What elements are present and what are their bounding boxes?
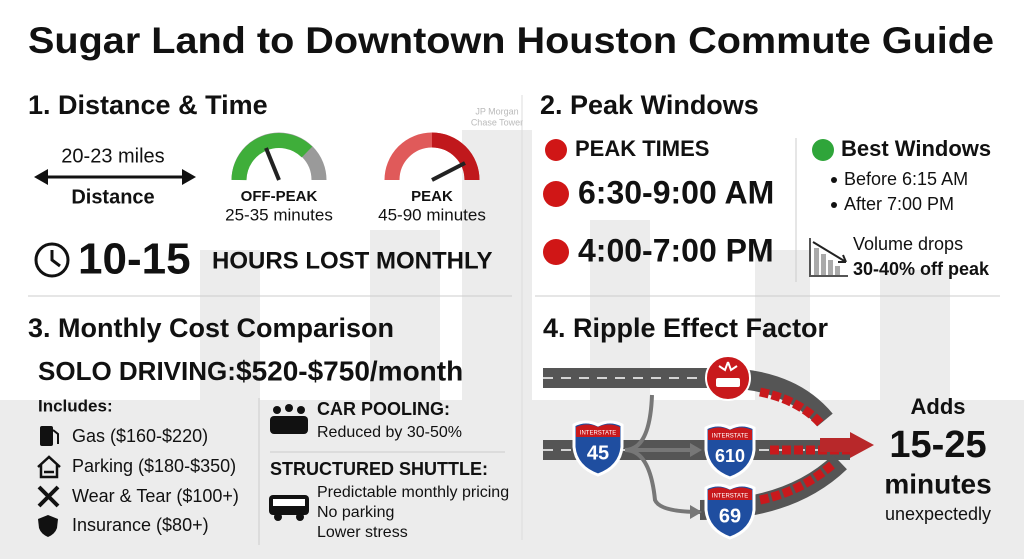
clock-icon	[34, 242, 70, 278]
section-heading: 4. Ripple Effect Factor	[543, 313, 829, 343]
bus-icon	[269, 495, 309, 521]
solo-label: SOLO DRIVING:	[38, 356, 236, 386]
volume-icon	[809, 238, 848, 277]
includes-label: Includes:	[38, 396, 113, 415]
peak-time: 4:00-7:00 PM	[578, 232, 774, 268]
building-label: JP Morgan	[475, 106, 518, 116]
shield-number: 69	[719, 505, 741, 527]
section-heading: 1. Distance & Time	[28, 90, 268, 120]
icon-shape	[270, 416, 308, 434]
shield-top: INTERSTATE	[712, 434, 748, 440]
cost-item: Parking ($180-$350)	[72, 456, 236, 476]
distance-value: 20-23 miles	[61, 145, 164, 167]
carpool-icon	[270, 404, 308, 434]
shield-band	[576, 424, 620, 437]
crash-icon	[705, 355, 751, 401]
off-peak-gauge	[231, 132, 327, 181]
gauge-label: PEAK	[411, 188, 453, 205]
clock-hands	[50, 250, 61, 268]
congestion-arrow	[820, 432, 874, 458]
adds-unit: minutes	[884, 468, 991, 499]
solo-value: $520-$750/month	[236, 355, 463, 386]
gauge-time: 25-35 minutes	[225, 205, 333, 224]
adds-text: Adds	[911, 394, 966, 419]
shield-icon	[38, 515, 58, 537]
icon-bar	[821, 254, 826, 275]
shuttle-label: STRUCTURED SHUTTLE:	[270, 459, 488, 479]
interstate-shield: INTERSTATE 69	[704, 483, 756, 540]
peak-label: PEAK TIMES	[575, 136, 709, 161]
arrowheads	[690, 443, 702, 519]
shield-number: 610	[715, 446, 745, 466]
icon-shape	[297, 406, 305, 414]
icon-trend	[812, 241, 847, 263]
carpool-text: Reduced by 30-50%	[317, 424, 462, 441]
green-dot	[812, 139, 834, 161]
peak-time: 6:30-9:00 AM	[578, 174, 774, 210]
icon-shape	[273, 406, 281, 414]
best-time: Before 6:15 AM	[844, 169, 968, 189]
section-heading: 3. Monthly Cost Comparison	[28, 313, 394, 343]
shuttle-line: Lower stress	[317, 524, 408, 541]
gauge-time: 45-90 minutes	[378, 205, 486, 224]
gauge-arc	[231, 133, 313, 181]
icon-bar	[814, 248, 819, 275]
gas-icon	[40, 426, 59, 446]
branch-arrows	[624, 394, 701, 514]
peak-gauge	[384, 132, 480, 182]
distance-label: Distance	[71, 186, 154, 208]
icon-axes	[809, 238, 848, 277]
best-time: After 7:00 PM	[844, 194, 954, 214]
shield-band	[708, 487, 752, 500]
best-label: Best Windows	[841, 136, 991, 161]
gauge-arc	[431, 132, 480, 181]
carpool-label: CAR POOLING:	[317, 399, 450, 419]
interstate-shield: INTERSTATE 610	[704, 423, 756, 480]
adds-value: 15-25	[889, 424, 986, 466]
icon-shape	[274, 513, 282, 521]
icon-shape	[40, 426, 53, 446]
building-label: Chase Tower	[471, 117, 523, 127]
clock-face	[34, 242, 70, 278]
gauge-needle	[264, 147, 281, 181]
icon-bar	[828, 260, 833, 275]
section-heading: 2. Peak Windows	[540, 90, 759, 120]
icon-shape	[716, 378, 740, 387]
icon-shape	[718, 361, 738, 372]
volume-text: Volume drops	[853, 234, 963, 254]
adds-note: unexpectedly	[885, 504, 991, 524]
icon-shape	[296, 513, 304, 521]
shield-top: INTERSTATE	[712, 494, 748, 500]
interstate-shield: INTERSTATE 45	[572, 420, 624, 477]
volume-text: 30-40% off peak	[853, 259, 990, 279]
cost-item: Gas ($160-$220)	[72, 426, 208, 446]
shuttle-line: No parking	[317, 504, 394, 521]
tools-icon	[37, 485, 60, 508]
bullet	[831, 177, 837, 183]
icon-shape	[273, 499, 305, 506]
gauge-needle	[431, 161, 466, 182]
hours-lost-value: 10-15	[78, 235, 191, 284]
ground	[0, 400, 1024, 559]
shield-band	[708, 427, 752, 440]
garage-icon	[37, 455, 61, 479]
red-dot	[543, 239, 569, 265]
shield-top: INTERSTATE	[580, 431, 616, 437]
title: Sugar Land to Downtown Houston Commute G…	[28, 20, 994, 61]
shuttle-line: Predictable monthly pricing	[317, 484, 509, 501]
gauge-label: OFF-PEAK	[241, 188, 318, 205]
red-dot	[543, 181, 569, 207]
icon-shape	[285, 404, 293, 412]
cost-item: Insurance ($80+)	[72, 515, 209, 535]
red-dot	[545, 139, 567, 161]
icon-shape	[52, 429, 59, 444]
cost-item: Wear & Tear ($100+)	[72, 486, 239, 506]
shield-number: 45	[587, 442, 609, 464]
bullet	[831, 202, 837, 208]
icon-bar	[835, 266, 840, 275]
hours-lost-label: HOURS LOST MONTHLY	[212, 247, 492, 274]
